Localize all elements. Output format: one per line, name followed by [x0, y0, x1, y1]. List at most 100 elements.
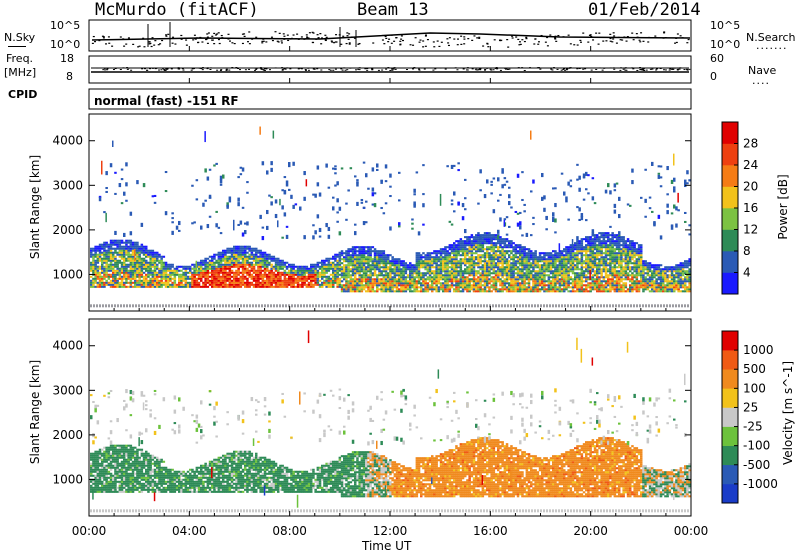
heatmap-cell	[437, 258, 441, 261]
heatmap-cell	[519, 278, 522, 281]
heatmap-cell	[448, 256, 452, 259]
heatmap-cell	[250, 255, 254, 258]
heatmap-cell	[134, 269, 137, 272]
heatmap-cell	[479, 290, 482, 293]
heatmap-cell	[541, 272, 544, 275]
heatmap-speckle	[101, 160, 103, 175]
heatmap-cell	[224, 251, 227, 254]
heatmap-cell	[589, 248, 592, 251]
heatmap-cell	[413, 266, 416, 269]
nave-point	[220, 69, 223, 71]
heatmap-cell	[156, 275, 159, 278]
heatmap-cell	[532, 268, 535, 271]
heatmap-cell	[312, 235, 315, 240]
heatmap-cell	[563, 250, 566, 253]
heatmap-cell	[228, 255, 232, 258]
heatmap-cell	[501, 246, 504, 249]
heatmap-cell	[138, 281, 141, 284]
heatmap-cell	[292, 277, 295, 280]
heatmap-cell	[578, 187, 581, 192]
heatmap-cell	[554, 278, 557, 281]
nave-point	[216, 69, 219, 71]
heatmap-cell	[519, 274, 522, 277]
heatmap-cell	[560, 276, 564, 279]
heatmap-cell	[303, 275, 306, 278]
nave-point	[201, 69, 204, 71]
heatmap-cell	[479, 256, 482, 259]
heatmap-cell	[428, 258, 432, 261]
heatmap-cell	[136, 263, 139, 266]
heatmap-cell	[127, 259, 130, 262]
heatmap-cell	[512, 290, 515, 293]
heatmap-cell	[222, 257, 225, 260]
heatmap-cell	[486, 282, 489, 285]
heatmap-cell	[193, 221, 196, 224]
heatmap-cell	[228, 247, 232, 250]
heatmap-cell	[107, 275, 111, 278]
heatmap-cell	[290, 267, 293, 270]
heatmap-cell	[521, 268, 524, 271]
noise-point	[487, 46, 490, 48]
heatmap-cell	[338, 269, 342, 272]
nave-point	[154, 68, 157, 70]
noise-point	[602, 40, 605, 42]
heatmap-cell	[312, 193, 315, 196]
heatmap-cell	[571, 272, 575, 275]
heatmap-cell	[288, 269, 291, 272]
noise-point	[597, 43, 600, 45]
heatmap-cell	[556, 280, 559, 283]
nave-point	[499, 69, 502, 71]
heatmap-cell	[439, 248, 443, 251]
heatmap-cell	[499, 250, 502, 253]
heatmap-cell	[96, 253, 100, 256]
heatmap-cell	[494, 284, 498, 287]
heatmap-cell	[171, 265, 174, 268]
heatmap-cell	[367, 286, 370, 289]
noise-point	[533, 43, 536, 45]
nave-point	[248, 68, 251, 70]
heatmap-cell	[376, 168, 379, 171]
heatmap-cell	[98, 253, 102, 256]
heatmap-cell	[512, 268, 515, 271]
heatmap-cell	[582, 290, 586, 293]
heatmap-cell	[118, 243, 122, 246]
heatmap-cell	[369, 272, 372, 275]
heatmap-cell	[450, 223, 454, 226]
heatmap-cell	[582, 284, 586, 287]
heatmap-cell	[521, 248, 524, 251]
heatmap-cell	[384, 288, 388, 291]
heatmap-cell	[156, 277, 159, 280]
heatmap-cell	[160, 277, 163, 280]
heatmap-cell	[455, 278, 458, 281]
heatmap-cell	[314, 267, 317, 270]
heatmap-cell	[351, 258, 355, 261]
heatmap-cell	[334, 277, 337, 280]
heatmap-cell	[310, 275, 313, 278]
heatmap-cell	[354, 286, 357, 289]
heatmap-cell	[114, 230, 117, 235]
heatmap-cell	[316, 283, 320, 286]
heatmap-cell	[217, 253, 221, 256]
heatmap-cell	[457, 252, 460, 255]
noise-point	[573, 44, 576, 46]
heatmap-cell	[239, 271, 243, 274]
heatmap-cell	[501, 284, 504, 287]
heatmap-cell	[107, 283, 111, 286]
heatmap-cell	[545, 274, 548, 277]
heatmap-cell	[505, 278, 509, 281]
heatmap-cell	[501, 258, 504, 261]
nave-point	[225, 68, 228, 70]
heatmap-cell	[270, 257, 273, 260]
heatmap-cell	[464, 276, 467, 279]
heatmap-cell	[420, 256, 423, 259]
heatmap-cell	[162, 263, 166, 266]
heatmap-cell	[131, 253, 135, 256]
heatmap-cell	[226, 277, 229, 280]
heatmap-cell	[138, 255, 141, 258]
heatmap-cell	[398, 280, 401, 283]
heatmap-cell	[409, 282, 412, 285]
heatmap-cell	[391, 268, 394, 271]
heatmap-cell	[213, 277, 216, 280]
heatmap-cell	[259, 275, 262, 278]
heatmap-cell	[116, 241, 119, 244]
